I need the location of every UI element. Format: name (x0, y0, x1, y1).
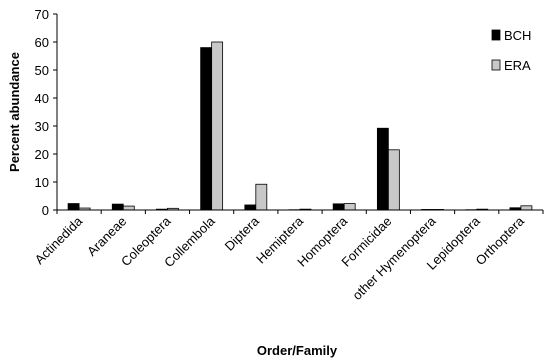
x-tick-label: Actinedida (32, 213, 86, 267)
y-tick-label: 70 (35, 7, 49, 22)
bar-bch-actinedida (67, 203, 80, 211)
y-tick-label: 10 (35, 175, 49, 190)
y-axis-ticks: 0 10 20 30 40 50 60 70 (35, 7, 57, 218)
y-axis-title: Percent abundance (7, 52, 22, 172)
y-tick-label: 30 (35, 119, 49, 134)
y-tick-label: 20 (35, 147, 49, 162)
bar-era-collembola (211, 41, 224, 211)
x-axis-title: Order/Family (257, 343, 338, 358)
bar-era-homoptera (343, 203, 356, 211)
bar-bch-diptera (244, 204, 257, 211)
y-tick-label: 0 (42, 203, 49, 218)
y-tick-label: 50 (35, 63, 49, 78)
bar-bch-homoptera (332, 203, 345, 211)
x-tick-label: Orthoptera (472, 213, 527, 268)
y-tick-label: 60 (35, 35, 49, 50)
y-tick-label: 40 (35, 91, 49, 106)
bar-bch-collembola (200, 47, 213, 211)
bar-bch-araneae (111, 203, 124, 211)
bar-bch-formicidae (376, 127, 389, 211)
bar-era-araneae (122, 205, 135, 211)
x-tick-label: other Hymenoptera (349, 213, 439, 303)
legend: BCH ERA (491, 28, 531, 73)
bar-era-diptera (255, 183, 268, 211)
legend-swatch-era (491, 59, 501, 71)
axes (56, 14, 544, 214)
x-tick-label: Araneae (84, 214, 129, 259)
legend-swatch-bch (491, 29, 501, 41)
bar-era-orthoptera (520, 205, 533, 211)
legend-label-bch: BCH (504, 28, 531, 43)
legend-label-era: ERA (504, 58, 531, 73)
bar-era-formicidae (387, 149, 400, 211)
x-tick-label: Diptera (222, 213, 263, 254)
bars (67, 41, 533, 211)
